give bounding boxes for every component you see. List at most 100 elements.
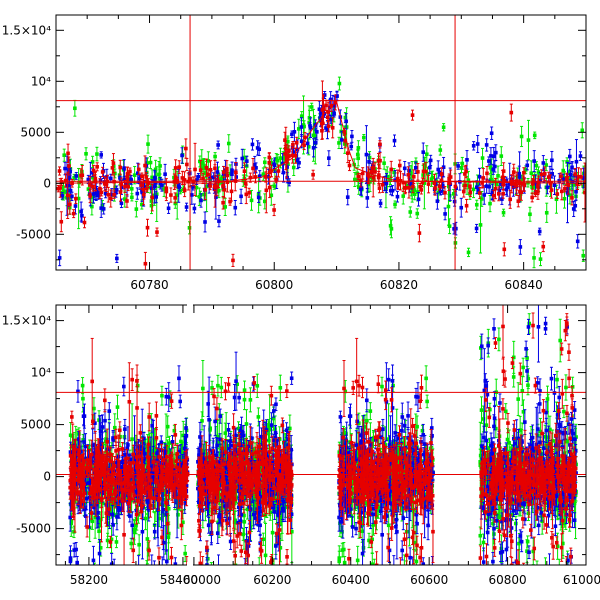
top-point-series-2	[313, 137, 318, 149]
top-point-series-2	[484, 138, 489, 152]
top-point-series-3	[222, 165, 226, 179]
top-point-series-2	[308, 117, 313, 138]
top-point-series-2	[443, 207, 447, 221]
top-point-series-1	[90, 197, 94, 216]
top-point-series-2	[475, 135, 480, 154]
axis-break-top	[187, 303, 193, 309]
top-point-series-3	[185, 157, 189, 172]
bottom-point-series-3	[239, 544, 244, 558]
bottom-point-series-3	[567, 343, 571, 361]
top-point-series-2	[240, 148, 245, 169]
top-point-series-3	[169, 187, 173, 203]
bottom-point-series-1	[514, 515, 518, 532]
top-point-series-3	[95, 162, 99, 172]
top-point-series-3	[98, 178, 102, 200]
top-point-series-1	[412, 188, 417, 201]
top-point-series-1	[447, 218, 452, 235]
top-point-series-3	[145, 218, 150, 237]
bottom-point-series-2	[173, 557, 178, 565]
top-point-series-3	[263, 171, 268, 183]
top-point-series-3	[485, 166, 489, 181]
top-point-series-2	[250, 138, 255, 151]
top-point-series-3	[125, 166, 129, 188]
top-point-series-3	[206, 169, 210, 180]
bottom-point-series-2	[150, 554, 154, 565]
x-tick-label: 60800	[488, 573, 526, 587]
top-point-series-2	[402, 160, 407, 176]
top-reference-lines	[56, 15, 586, 270]
bottom-point-series-3	[389, 515, 394, 541]
top-point-series-2	[135, 187, 140, 200]
top-point-series-3	[234, 161, 238, 183]
bottom-point-series-2	[392, 555, 396, 565]
top-point-series-3	[184, 138, 188, 159]
top-point-series-2	[525, 160, 530, 171]
top-point-series-2	[192, 203, 197, 214]
top-point-series-1	[337, 76, 342, 91]
top-point-series-2	[349, 142, 354, 151]
top-point-series-1	[382, 156, 386, 170]
top-point-series-1	[249, 189, 254, 211]
bottom-point-series-3	[410, 417, 415, 435]
top-point-series-1	[226, 134, 231, 153]
top-point-series-1	[526, 119, 531, 161]
top-point-series-3	[417, 223, 422, 243]
top-point-series-1	[474, 199, 479, 210]
bottom-point-series-1	[337, 550, 342, 565]
bottom-point-series-3	[70, 410, 74, 424]
bottom-point-series-2	[547, 553, 551, 565]
bottom-point-series-3	[354, 337, 359, 425]
top-point-series-3	[468, 187, 473, 198]
bottom-point-series-1	[236, 421, 241, 436]
top-x-axis: 60780 60800 60820 60840	[86, 15, 587, 292]
y-tick-label: 1.5×10⁴	[2, 314, 51, 328]
bottom-point-series-3	[570, 385, 574, 406]
bottom-point-series-2	[400, 540, 404, 561]
top-point-series-3	[570, 190, 574, 206]
top-point-series-2	[378, 199, 383, 208]
top-point-series-2	[99, 151, 104, 159]
top-point-series-3	[221, 195, 225, 210]
bottom-point-series-2	[406, 401, 410, 431]
top-point-series-3	[530, 192, 534, 203]
top-point-series-2	[184, 202, 189, 212]
top-point-series-3	[359, 173, 363, 188]
top-point-series-1	[261, 167, 266, 181]
top-point-series-3	[125, 194, 129, 208]
top-point-series-3	[82, 216, 87, 229]
bottom-point-series-1	[342, 555, 347, 565]
top-point-series-3	[272, 203, 276, 217]
x-tick-label: 60200	[253, 573, 291, 587]
top-point-series-2	[154, 190, 158, 204]
top-point-series-3	[174, 167, 178, 189]
bottom-point-series-2	[137, 555, 141, 565]
top-point-series-2	[239, 188, 243, 204]
top-point-series-2	[217, 214, 221, 228]
top-point-series-1	[528, 206, 532, 222]
top-point-series-2	[421, 142, 426, 162]
top-point-series-2	[166, 202, 171, 214]
top-point-series-3	[542, 166, 547, 182]
bottom-point-series-3	[154, 401, 159, 431]
top-point-series-3	[563, 185, 567, 193]
top-panel: 60780 60800 60820 60840 -50000500010⁴1.5×10…	[2, 14, 587, 292]
x-tick-label: 60600	[410, 573, 448, 587]
top-point-series-3	[356, 172, 361, 180]
top-point-series-2	[233, 199, 238, 216]
y-tick-label: 5000	[20, 125, 51, 139]
top-point-series-2	[578, 151, 583, 161]
top-point-series-3	[140, 172, 144, 181]
top-point-series-3	[443, 186, 447, 200]
top-point-series-2	[115, 253, 119, 263]
top-point-series-1	[134, 200, 139, 218]
top-point-series-3	[378, 140, 382, 149]
top-point-series-2	[292, 121, 297, 142]
top-point-series-3	[439, 167, 444, 182]
top-point-series-3	[579, 168, 583, 186]
top-point-series-3	[530, 178, 535, 190]
top-point-series-1	[438, 144, 443, 156]
top-point-series-3	[110, 160, 115, 176]
